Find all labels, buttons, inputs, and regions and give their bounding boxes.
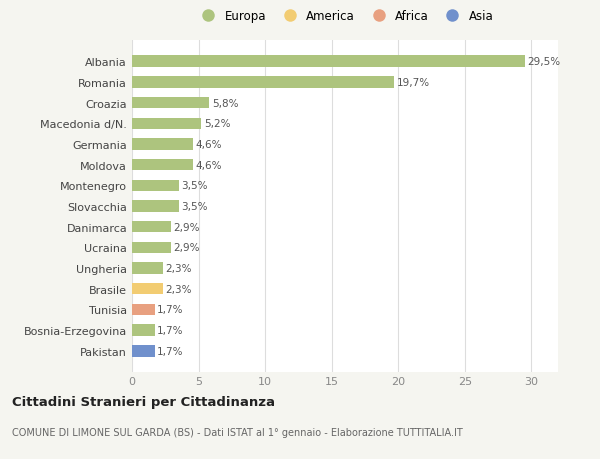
Text: 1,7%: 1,7% <box>157 305 184 315</box>
Bar <box>132 98 209 109</box>
Text: 29,5%: 29,5% <box>527 57 560 67</box>
Bar <box>132 284 163 295</box>
Bar <box>132 77 394 88</box>
Text: Cittadini Stranieri per Cittadinanza: Cittadini Stranieri per Cittadinanza <box>12 395 275 408</box>
Text: 5,8%: 5,8% <box>212 98 238 108</box>
Text: 2,3%: 2,3% <box>165 263 192 274</box>
Bar <box>132 180 179 191</box>
Legend: Europa, America, Africa, Asia: Europa, America, Africa, Asia <box>194 7 496 25</box>
Bar <box>132 201 179 212</box>
Bar <box>132 242 170 253</box>
Bar <box>132 56 525 67</box>
Bar <box>132 160 193 171</box>
Text: 3,5%: 3,5% <box>181 202 208 212</box>
Text: 5,2%: 5,2% <box>204 119 230 129</box>
Text: 1,7%: 1,7% <box>157 325 184 336</box>
Text: 2,9%: 2,9% <box>173 243 200 253</box>
Text: COMUNE DI LIMONE SUL GARDA (BS) - Dati ISTAT al 1° gennaio - Elaborazione TUTTIT: COMUNE DI LIMONE SUL GARDA (BS) - Dati I… <box>12 427 463 437</box>
Bar <box>132 139 193 150</box>
Text: 19,7%: 19,7% <box>397 78 430 88</box>
Bar <box>132 325 155 336</box>
Bar <box>132 118 201 129</box>
Text: 2,9%: 2,9% <box>173 222 200 232</box>
Text: 1,7%: 1,7% <box>157 346 184 356</box>
Text: 3,5%: 3,5% <box>181 181 208 191</box>
Bar <box>132 346 155 357</box>
Text: 4,6%: 4,6% <box>196 140 223 150</box>
Bar <box>132 222 170 233</box>
Bar <box>132 263 163 274</box>
Text: 2,3%: 2,3% <box>165 284 192 294</box>
Text: 4,6%: 4,6% <box>196 160 223 170</box>
Bar <box>132 304 155 315</box>
